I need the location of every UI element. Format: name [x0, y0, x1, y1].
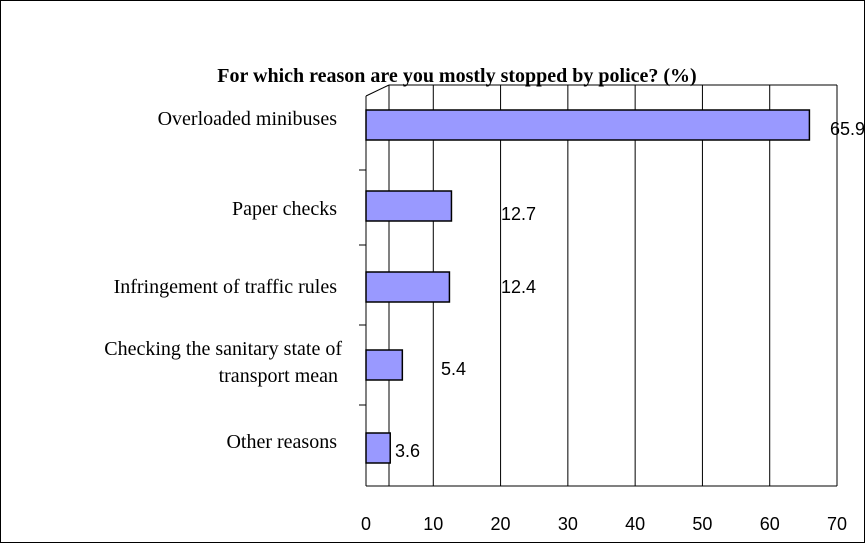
x-tick-label: 0: [361, 514, 371, 534]
bars: [365, 109, 811, 464]
x-tick-label: 60: [760, 514, 780, 534]
data-label: 5.4: [441, 359, 466, 379]
x-tick-label: 70: [827, 514, 847, 534]
y-category-label: Paper checks: [232, 198, 337, 220]
y-category-label-line: transport mean: [219, 365, 338, 387]
x-tick-label: 30: [558, 514, 578, 534]
data-label: 12.4: [501, 277, 536, 297]
bar-2: [365, 271, 451, 303]
bar-1: [365, 190, 453, 222]
y-category-label: Overloaded minibuses: [158, 108, 338, 130]
data-label: 12.7: [501, 204, 536, 224]
grid-lines: [366, 84, 838, 487]
y-category-label: Other reasons: [226, 431, 337, 453]
x-tick-label: 50: [692, 514, 712, 534]
bar-4: [365, 432, 391, 464]
bar-0: [365, 109, 811, 141]
depth-top-line: [365, 84, 390, 97]
x-tick-label: 40: [625, 514, 645, 534]
labels: 0 10 20 30 40 50 60 70 Overloaded minibuses 65.9 P…: [104, 108, 865, 534]
chart-title: For which reason are you mostly stopped …: [217, 65, 696, 87]
bar-3: [365, 349, 404, 381]
x-tick-label: 20: [491, 514, 511, 534]
y-category-label-line: Checking the sanitary state of: [104, 338, 342, 360]
y-category-label: Infringement of traffic rules: [114, 276, 338, 298]
data-label: 65.9: [830, 119, 865, 139]
x-tick-label: 10: [423, 514, 443, 534]
data-label: 3.6: [395, 441, 420, 461]
y-category-label: Checking the sanitary state of transport …: [104, 338, 342, 387]
